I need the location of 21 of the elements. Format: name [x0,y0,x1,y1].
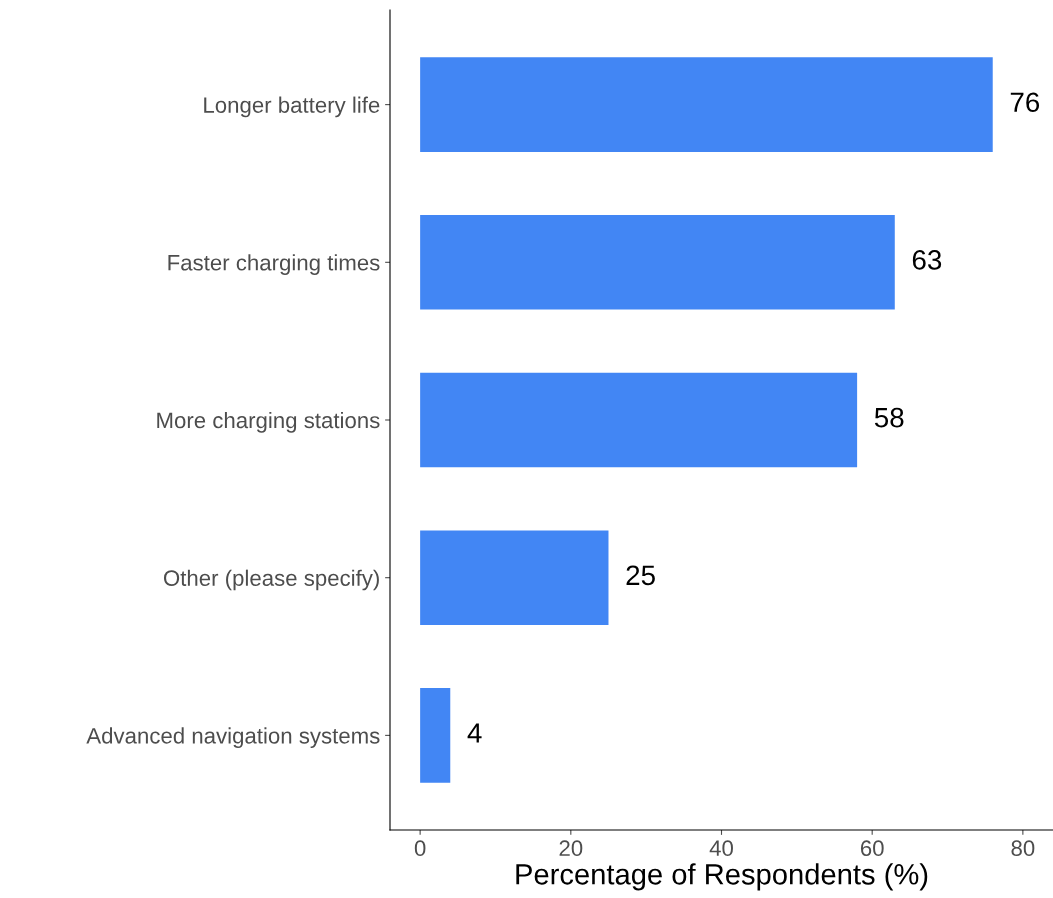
data-label: 76 [1010,92,1040,113]
data-label: 63 [912,250,942,270]
data-label: 58 [874,407,904,428]
x-tick-label: 0 [414,840,426,857]
y-tick-label: Longer battery life [204,96,380,118]
y-tick-label: Advanced navigation systems [86,727,380,749]
x-tick-label: 60 [860,840,884,857]
data-label: 4 [467,723,482,743]
x-tick-label: 20 [559,840,583,857]
x-axis-title: Percentage of Respondents (%) [516,863,928,891]
bar [420,688,451,783]
bar [420,215,895,310]
bar [420,530,609,625]
bar [420,372,858,468]
data-label: 25 [626,565,655,586]
y-tick-label: Faster charging times [168,254,380,275]
y-tick-label: More charging stations [157,411,380,433]
x-tick-label: 80 [1011,840,1035,857]
x-tick-label: 40 [709,840,733,857]
bar [420,57,993,152]
y-tick-label: Other (please specify) [163,569,379,591]
